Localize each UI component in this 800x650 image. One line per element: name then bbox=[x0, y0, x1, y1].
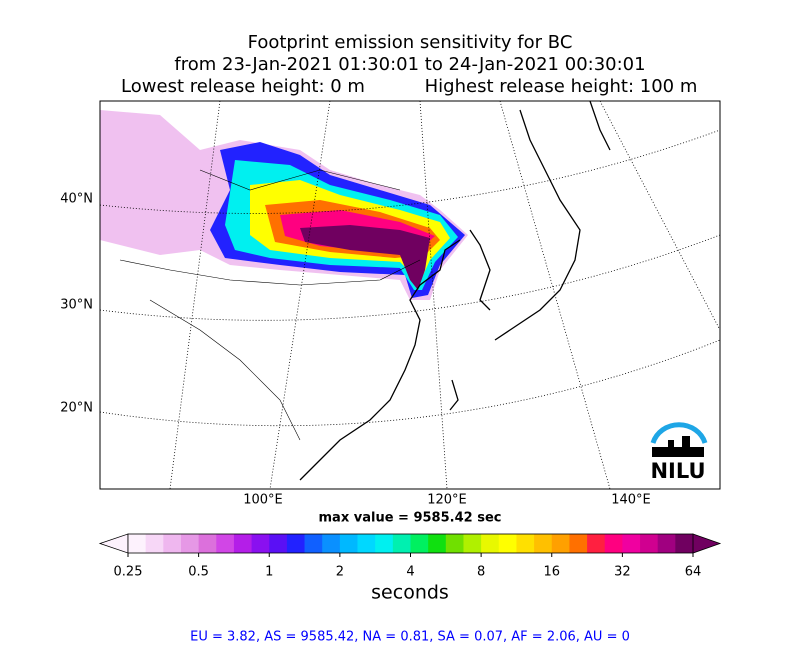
colorbar-segment bbox=[604, 534, 623, 553]
colorbar-segment bbox=[322, 534, 341, 553]
max-value: max value = 9585.42 sec bbox=[319, 511, 502, 526]
colorbar-segment bbox=[445, 534, 464, 553]
colorbar-segment bbox=[392, 534, 411, 553]
coastline bbox=[299, 101, 611, 481]
colorbar-segment bbox=[339, 534, 358, 553]
lon-label: 100°E bbox=[243, 493, 283, 508]
colorbar-tick-label: 16 bbox=[543, 565, 560, 580]
colorbar-segment bbox=[516, 534, 535, 553]
colorbar-segment bbox=[410, 534, 429, 553]
logo-text: NILU bbox=[650, 459, 705, 483]
lon-label: 140°E bbox=[611, 493, 651, 508]
colorbar-label: seconds bbox=[371, 582, 449, 604]
colorbar-segment bbox=[498, 534, 517, 553]
colorbar-segment bbox=[233, 534, 252, 553]
colorbar-segment bbox=[463, 534, 482, 553]
colorbar-segment bbox=[163, 534, 182, 553]
colorbar-segment bbox=[304, 534, 323, 553]
colorbar-segment bbox=[551, 534, 570, 553]
colorbar-segment bbox=[375, 534, 394, 553]
colorbar-segment bbox=[357, 534, 376, 553]
colorbar-segment bbox=[640, 534, 659, 553]
lat-label: 20°N bbox=[60, 401, 93, 416]
colorbar-segment bbox=[534, 534, 553, 553]
colorbar-tick-label: 4 bbox=[406, 565, 414, 580]
map-frame bbox=[99, 100, 721, 490]
colorbar-segment bbox=[180, 534, 200, 553]
colorbar-tick-label: 0.25 bbox=[114, 565, 143, 580]
title-line: from 23-Jan-2021 01:30:01 to 24-Jan-2021… bbox=[174, 54, 645, 75]
colorbar-tick-label: 2 bbox=[336, 565, 344, 580]
colorbar-segment bbox=[216, 534, 235, 553]
release-low: Lowest release height: 0 m bbox=[121, 76, 365, 97]
colorbar-segment bbox=[622, 534, 641, 553]
plume bbox=[300, 225, 430, 290]
colorbar-segment bbox=[269, 534, 288, 553]
colorbar-tick-label: 8 bbox=[477, 565, 485, 580]
colorbar-tick-label: 32 bbox=[614, 565, 631, 580]
colorbar-segment bbox=[675, 534, 694, 553]
colorbar-segment bbox=[481, 534, 500, 553]
colorbar-tick-label: 64 bbox=[685, 565, 702, 580]
colorbar-segment bbox=[128, 534, 147, 553]
colorbar-segment bbox=[657, 534, 676, 553]
map-area bbox=[100, 101, 720, 489]
title-line: Footprint emission sensitivity for BC bbox=[248, 32, 573, 53]
colorbar-segment bbox=[587, 534, 606, 553]
footer: EU = 3.82, AS = 9585.42, NA = 0.81, SA =… bbox=[190, 630, 630, 645]
lat-label: 40°N bbox=[60, 192, 93, 207]
release-high: Highest release height: 100 m bbox=[425, 76, 698, 97]
colorbar-segment bbox=[428, 534, 447, 553]
colorbar-segment bbox=[145, 534, 164, 553]
colorbar-segment bbox=[198, 534, 217, 553]
logo: NILU bbox=[650, 422, 708, 483]
colorbar-segment bbox=[569, 534, 588, 553]
colorbar-segment bbox=[251, 534, 270, 553]
lat-label: 30°N bbox=[60, 298, 93, 313]
colorbar-tick-label: 0.5 bbox=[188, 565, 209, 580]
lon-label: 120°E bbox=[427, 493, 467, 508]
colorbar-tick-label: 1 bbox=[265, 565, 273, 580]
colorbar-segment bbox=[286, 534, 305, 553]
border bbox=[119, 169, 421, 441]
